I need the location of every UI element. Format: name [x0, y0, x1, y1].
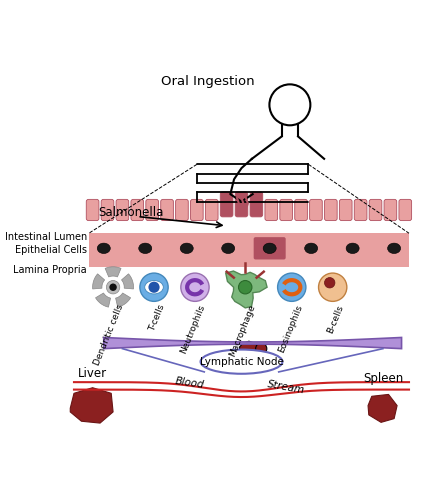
Ellipse shape — [263, 243, 276, 254]
Text: Lamina Propria: Lamina Propria — [13, 266, 87, 276]
Circle shape — [106, 280, 120, 294]
Polygon shape — [226, 271, 267, 308]
FancyBboxPatch shape — [369, 200, 382, 220]
FancyBboxPatch shape — [205, 200, 218, 220]
Circle shape — [278, 273, 306, 302]
Circle shape — [140, 273, 168, 302]
Polygon shape — [96, 293, 111, 307]
Text: Liver: Liver — [78, 368, 107, 380]
Text: Oral Ingestion: Oral Ingestion — [161, 75, 255, 88]
Polygon shape — [121, 274, 133, 289]
Polygon shape — [368, 394, 397, 422]
Polygon shape — [93, 274, 105, 289]
Polygon shape — [240, 341, 258, 356]
Circle shape — [148, 282, 160, 293]
Polygon shape — [70, 388, 113, 423]
FancyBboxPatch shape — [280, 200, 293, 220]
FancyBboxPatch shape — [354, 200, 367, 220]
Bar — [89, 233, 409, 267]
Ellipse shape — [139, 243, 152, 254]
FancyBboxPatch shape — [161, 200, 173, 220]
FancyBboxPatch shape — [116, 200, 129, 220]
Circle shape — [181, 273, 209, 302]
Ellipse shape — [145, 280, 163, 294]
FancyBboxPatch shape — [295, 200, 308, 220]
Text: Stream: Stream — [267, 379, 306, 395]
Ellipse shape — [222, 243, 235, 254]
FancyBboxPatch shape — [384, 200, 397, 220]
Text: Salmonella: Salmonella — [98, 206, 163, 220]
Ellipse shape — [97, 243, 110, 254]
Circle shape — [239, 280, 252, 294]
FancyBboxPatch shape — [220, 192, 233, 217]
Text: Macrophage: Macrophage — [228, 303, 257, 358]
Ellipse shape — [200, 350, 282, 374]
FancyBboxPatch shape — [250, 192, 263, 217]
FancyBboxPatch shape — [86, 200, 99, 220]
Circle shape — [256, 343, 267, 354]
FancyBboxPatch shape — [101, 200, 114, 220]
Ellipse shape — [387, 243, 401, 254]
Ellipse shape — [180, 243, 193, 254]
FancyBboxPatch shape — [265, 200, 278, 220]
Circle shape — [319, 273, 347, 302]
FancyBboxPatch shape — [254, 237, 286, 260]
FancyBboxPatch shape — [399, 200, 411, 220]
FancyBboxPatch shape — [339, 200, 352, 220]
FancyBboxPatch shape — [190, 200, 203, 220]
FancyBboxPatch shape — [310, 200, 322, 220]
Polygon shape — [104, 338, 402, 348]
Text: T-cells: T-cells — [147, 303, 166, 333]
Text: Dendritic cells: Dendritic cells — [92, 303, 125, 367]
Text: Neutrophils: Neutrophils — [179, 303, 207, 355]
Text: Spleen: Spleen — [363, 372, 403, 385]
Text: Blood: Blood — [174, 376, 205, 390]
FancyBboxPatch shape — [175, 200, 188, 220]
Circle shape — [324, 278, 335, 288]
Circle shape — [109, 284, 117, 291]
FancyBboxPatch shape — [235, 192, 248, 217]
Ellipse shape — [305, 243, 317, 254]
FancyBboxPatch shape — [324, 200, 337, 220]
FancyBboxPatch shape — [131, 200, 144, 220]
Text: Intestinal Lumen: Intestinal Lumen — [5, 232, 87, 242]
Polygon shape — [105, 267, 121, 277]
Text: B-cells: B-cells — [325, 303, 345, 334]
Text: Epithelial Cells: Epithelial Cells — [15, 245, 87, 255]
Text: Eosinophils: Eosinophils — [276, 303, 304, 354]
Text: Lymphatic Node: Lymphatic Node — [199, 356, 284, 366]
FancyBboxPatch shape — [146, 200, 158, 220]
Ellipse shape — [346, 243, 359, 254]
Polygon shape — [115, 293, 130, 307]
